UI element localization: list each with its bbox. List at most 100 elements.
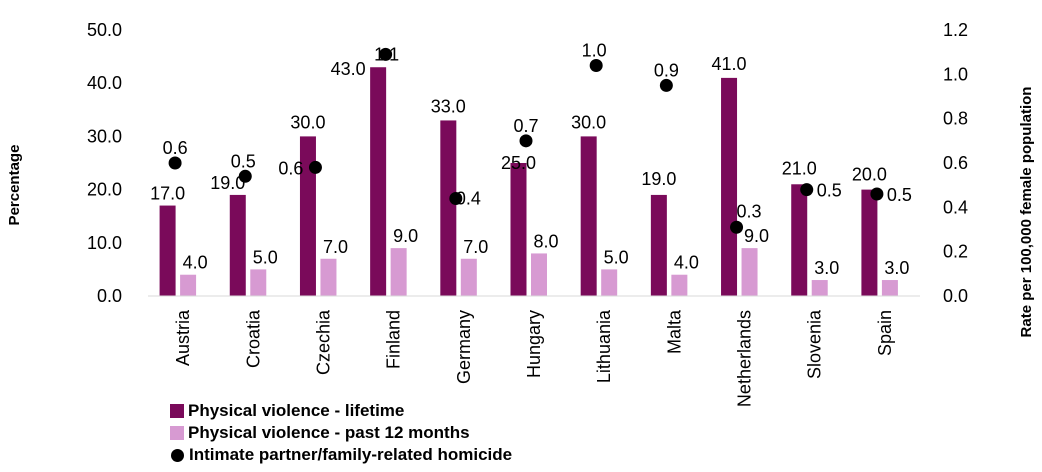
y2-tick-label: 1.0 <box>943 64 968 84</box>
y-tick-label: 50.0 <box>87 20 122 40</box>
x-tick-label: Czechia <box>313 309 333 375</box>
point-homicide <box>659 78 673 92</box>
data-label-lifetime: 19.0 <box>641 169 676 189</box>
x-tick-label: Hungary <box>524 310 544 378</box>
bar-lifetime <box>299 136 316 296</box>
x-tick-label: Austria <box>173 309 193 366</box>
data-label-past-12-months: 7.0 <box>323 237 348 257</box>
y-tick-label: 20.0 <box>87 180 122 200</box>
y-tick-label: 10.0 <box>87 233 122 253</box>
data-label-past-12-months: 5.0 <box>604 247 629 267</box>
data-label-lifetime: 30.0 <box>290 112 325 132</box>
point-homicide <box>800 183 814 197</box>
x-tick-label: Netherlands <box>735 310 755 407</box>
legend-swatch-past-12-months <box>170 426 184 440</box>
x-tick-label: Lithuania <box>594 309 614 383</box>
data-label-homicide: 0.9 <box>654 60 679 80</box>
data-label-past-12-months: 9.0 <box>744 226 769 246</box>
bar-lifetime <box>229 194 246 296</box>
bar-past-12-months <box>460 258 477 296</box>
data-label-lifetime: 17.0 <box>150 184 185 204</box>
x-tick-label: Slovenia <box>805 309 825 379</box>
bar-lifetime <box>791 184 808 296</box>
y2-tick-label: 0.0 <box>943 286 968 306</box>
point-homicide <box>379 47 393 61</box>
bar-past-12-months <box>531 253 547 296</box>
data-label-past-12-months: 9.0 <box>393 226 418 246</box>
data-label-past-12-months: 4.0 <box>183 253 208 273</box>
bar-past-12-months <box>180 274 197 296</box>
x-tick-label: Malta <box>664 309 684 354</box>
x-tick-label: Germany <box>454 310 474 384</box>
right-axis: 0.0 0.2 0.4 0.6 0.8 1.0 1.2 <box>943 20 968 306</box>
legend-marker-homicide <box>171 448 184 462</box>
bar-past-12-months <box>741 248 758 296</box>
bar-lifetime <box>159 205 176 296</box>
data-label-lifetime: 30.0 <box>571 112 606 132</box>
legend-item-past-12-months: Physical violence - past 12 months <box>170 422 512 444</box>
x-tick-label: Croatia <box>243 309 263 368</box>
point-homicide <box>449 191 463 205</box>
data-label-past-12-months: 7.0 <box>463 237 488 257</box>
legend-label-lifetime: Physical violence - lifetime <box>188 401 405 420</box>
data-label-homicide: 1.1 <box>374 44 399 64</box>
bar-lifetime <box>650 194 667 296</box>
x-tick-label: Finland <box>384 310 404 369</box>
data-label-past-12-months: 5.0 <box>253 247 278 267</box>
legend-item-lifetime: Physical violence - lifetime <box>170 400 512 422</box>
data-label-lifetime: 19.0 <box>210 173 245 193</box>
bar-past-12-months <box>811 280 828 296</box>
y2-tick-label: 0.4 <box>943 197 968 217</box>
bars <box>159 67 898 297</box>
y2-tick-label: 0.6 <box>943 153 968 173</box>
y-axis-title: Percentage <box>6 145 23 226</box>
data-label-homicide: 0.6 <box>278 158 303 178</box>
data-label-homicide: 0.5 <box>231 151 256 171</box>
legend-label-homicide: Intimate partner/family-related homicide <box>189 445 513 464</box>
data-label-homicide: 0.6 <box>163 138 188 158</box>
point-homicide <box>308 160 322 174</box>
legend: Physical violence - lifetime Physical vi… <box>170 400 512 466</box>
data-label-homicide: 0.3 <box>737 201 762 221</box>
bar-past-12-months <box>320 258 337 296</box>
data-labels: 17.0 4.0 0.6 19.0 5.0 0.5 30.0 7.0 0.6 43.0 9.0 1.1… <box>150 40 912 278</box>
bar-lifetime <box>370 67 387 297</box>
data-label-homicide: 0.4 <box>456 188 481 208</box>
data-label-homicide: 0.5 <box>887 185 912 205</box>
bar-past-12-months <box>671 274 688 296</box>
y-tick-label: 40.0 <box>87 73 122 93</box>
y2-tick-label: 0.2 <box>943 242 968 262</box>
data-label-past-12-months: 4.0 <box>674 253 699 273</box>
data-label-lifetime: 21.0 <box>782 158 817 178</box>
homicide-points <box>168 47 884 234</box>
bar-lifetime <box>440 120 457 296</box>
y2-axis-title: Rate per 100,000 female population <box>1018 87 1035 338</box>
bar-past-12-months <box>881 280 898 296</box>
data-label-lifetime: 20.0 <box>852 165 887 185</box>
bar-past-12-months <box>390 248 407 296</box>
legend-swatch-lifetime <box>170 404 184 418</box>
data-label-past-12-months: 3.0 <box>814 258 839 278</box>
bar-lifetime <box>580 136 597 296</box>
y-tick-label: 0.0 <box>97 286 122 306</box>
data-label-homicide: 0.5 <box>817 181 842 201</box>
bar-lifetime <box>510 163 527 296</box>
left-axis: 0.0 10.0 20.0 30.0 40.0 50.0 <box>87 20 122 306</box>
point-homicide <box>519 134 533 148</box>
bar-past-12-months <box>250 269 267 296</box>
bar-lifetime <box>861 189 878 296</box>
legend-label-past-12-months: Physical violence - past 12 months <box>188 423 470 442</box>
data-label-lifetime: 41.0 <box>712 54 747 74</box>
data-label-homicide: 0.7 <box>513 116 538 136</box>
point-homicide <box>589 58 603 72</box>
y2-tick-label: 0.8 <box>943 109 968 129</box>
point-homicide <box>730 220 744 234</box>
y-tick-label: 30.0 <box>87 126 122 146</box>
data-label-lifetime: 43.0 <box>331 59 366 79</box>
data-label-lifetime: 33.0 <box>431 96 466 116</box>
bar-lifetime <box>721 77 738 296</box>
x-tick-labels: Austria Croatia Czechia Finland Germany Hunga… <box>173 309 895 407</box>
y2-tick-label: 1.2 <box>943 20 968 40</box>
data-label-lifetime: 25.0 <box>501 153 536 173</box>
